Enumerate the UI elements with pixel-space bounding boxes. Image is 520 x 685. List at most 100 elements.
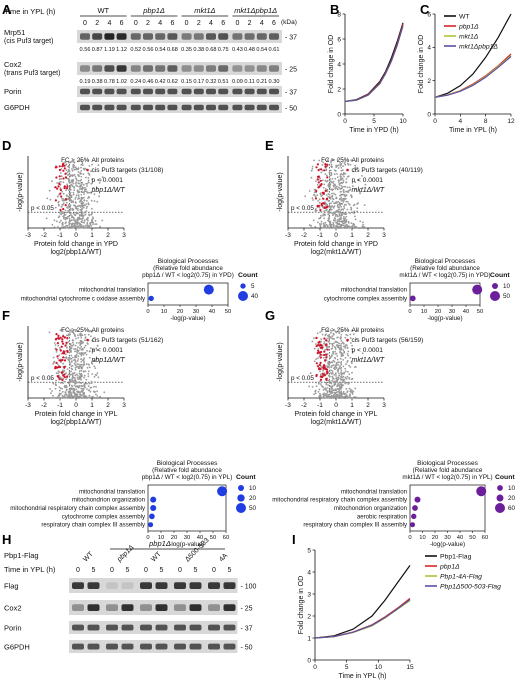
data-point xyxy=(77,171,80,173)
data-point xyxy=(57,227,60,229)
target-point xyxy=(318,363,321,366)
target-point xyxy=(319,179,322,182)
target-point xyxy=(316,175,320,178)
target-point xyxy=(314,197,318,200)
y-axis-label: -log(p-value) xyxy=(277,342,284,381)
data-point xyxy=(344,370,347,373)
data-point xyxy=(308,224,311,227)
data-point xyxy=(316,184,319,186)
data-point xyxy=(74,350,77,353)
data-point xyxy=(340,368,342,370)
target-point xyxy=(61,338,64,341)
data-point xyxy=(348,387,351,390)
data-point xyxy=(60,213,63,216)
target-point xyxy=(59,336,62,339)
data-point xyxy=(74,334,76,337)
data-point xyxy=(84,167,87,170)
band-quant: 1.02 xyxy=(116,79,127,85)
band-quant: 0.19 xyxy=(80,79,91,85)
data-point xyxy=(336,159,339,161)
target-point xyxy=(316,352,319,355)
data-point xyxy=(71,168,73,170)
blot-band xyxy=(121,624,134,631)
fc-label: FC > 25% xyxy=(321,157,350,164)
data-point xyxy=(322,214,324,217)
data-point xyxy=(338,372,340,375)
data-point xyxy=(66,224,69,227)
data-point xyxy=(344,195,346,198)
data-point xyxy=(75,182,77,185)
go-term-label: respiratory chain complex III assembly xyxy=(41,522,146,529)
legend-label: cis Puf3 targets (51/162) xyxy=(92,337,164,344)
data-point xyxy=(336,176,339,179)
data-point xyxy=(90,386,93,389)
data-point xyxy=(333,338,335,340)
blot-band xyxy=(80,104,90,111)
data-point xyxy=(87,202,90,205)
data-point xyxy=(60,392,62,395)
data-point xyxy=(70,345,73,347)
data-point xyxy=(346,359,349,362)
data-point xyxy=(350,342,352,344)
kda-marker: - 50 xyxy=(285,106,297,113)
data-point xyxy=(71,175,74,178)
data-point xyxy=(359,190,361,193)
data-point xyxy=(73,384,76,387)
legend-label: p < 0.0001 xyxy=(352,347,384,354)
data-point xyxy=(338,331,340,333)
construct-label: WT xyxy=(150,550,163,563)
data-point xyxy=(85,378,88,381)
data-point xyxy=(342,212,344,215)
data-point xyxy=(343,158,346,161)
blot-band xyxy=(218,88,229,95)
target-point xyxy=(56,355,59,358)
x-axis-label: Protein fold change in YPD xyxy=(294,241,378,248)
target-point xyxy=(315,374,318,378)
target-point xyxy=(64,344,67,347)
data-point xyxy=(83,392,85,395)
data-point xyxy=(68,192,71,195)
data-point xyxy=(87,219,89,222)
data-point xyxy=(341,173,344,176)
series-line xyxy=(434,13,512,98)
data-point xyxy=(79,333,82,335)
x-tick-label: 10 xyxy=(158,535,164,541)
timepoint-label: 6 xyxy=(272,20,276,27)
data-point xyxy=(83,396,85,398)
legend-label: mkt1Δpbp1Δ xyxy=(459,44,498,51)
x-tick-label: 40 xyxy=(463,309,469,315)
data-point xyxy=(343,350,346,353)
fc-label: FC > 25% xyxy=(61,157,90,164)
legend-label: pbp1Δ/WT xyxy=(91,357,126,364)
data-point xyxy=(71,180,73,183)
data-point xyxy=(335,202,338,204)
blot-band xyxy=(232,33,243,40)
data-point xyxy=(328,381,331,383)
row-label: G6PDH xyxy=(4,643,30,652)
data-point xyxy=(328,340,330,342)
data-point xyxy=(325,330,327,333)
data-point xyxy=(60,178,63,180)
data-point xyxy=(353,210,356,213)
data-point xyxy=(75,219,77,221)
data-point xyxy=(72,372,74,375)
x-tick-label: -2 xyxy=(301,232,307,239)
p-label: p < 0.05 xyxy=(291,375,314,382)
data-point xyxy=(352,211,354,214)
data-point xyxy=(340,227,343,229)
data-point xyxy=(56,396,59,398)
blot-band xyxy=(104,88,115,95)
data-point xyxy=(73,174,76,176)
target-point xyxy=(55,166,58,169)
target-point xyxy=(62,207,65,211)
panel-a-western-blot: Time in YPL (h) WT pbp1Δ mkt1Δ mkt1Δpbp1Δ 0… xyxy=(4,6,297,113)
data-point xyxy=(336,394,339,397)
data-point xyxy=(314,225,317,228)
data-point xyxy=(70,365,73,368)
data-point xyxy=(342,181,345,184)
x-tick-label: 40 xyxy=(209,309,215,315)
data-point xyxy=(346,381,348,384)
data-point xyxy=(68,371,71,373)
data-point xyxy=(54,387,57,390)
strain-label: mkt1Δpbp1Δ xyxy=(234,6,277,15)
